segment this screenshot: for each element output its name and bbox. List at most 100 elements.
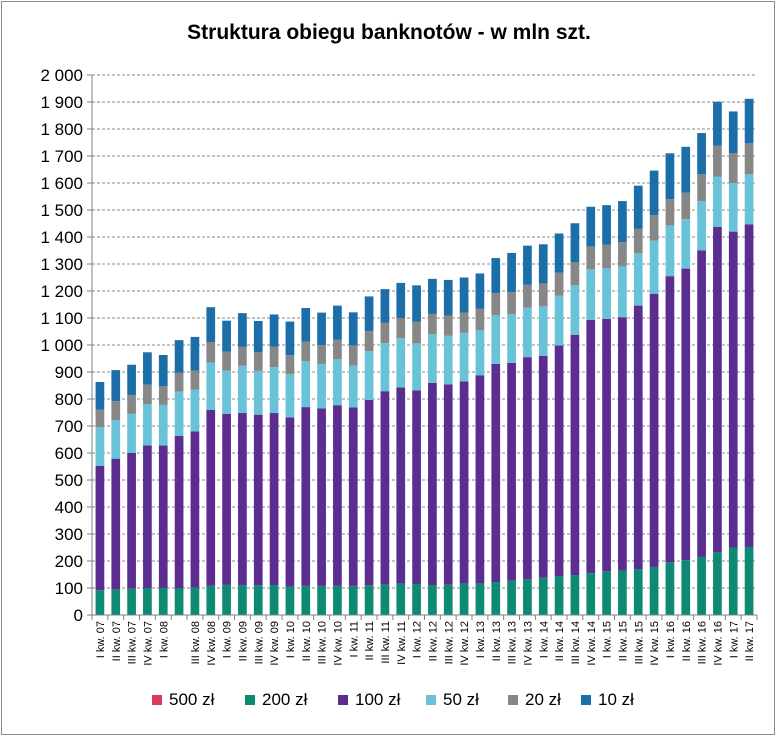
bar-segment [744,174,754,225]
bar-segment [95,409,105,428]
x-tick-label: I kw. 12 [412,621,424,658]
bar-segment [317,585,326,615]
bar-segment [380,322,390,344]
legend-swatch [508,695,518,705]
bar-segment [507,362,516,581]
bar-segment [143,352,152,385]
bar-segment [538,577,548,615]
bar-segment [190,370,200,390]
x-tick-label: III kw. 07 [127,621,139,664]
bar-segment [143,384,152,405]
bar-segment [412,285,421,322]
bar-segment [459,332,469,382]
bar-segment [443,384,453,585]
chart-title: Struktura obiegu banknotów - w mln szt. [187,21,591,44]
bar-segment [269,367,279,414]
bar-segment [206,342,216,363]
bar-segment [633,228,643,254]
x-tick-label: IV kw. 09 [269,621,281,666]
legend-swatch [152,695,162,705]
gridlines [92,74,757,589]
bar-segment [428,278,437,314]
bar-segment [443,315,453,336]
bar-segment [253,352,263,371]
bar-segment [364,351,374,400]
bar-segment [269,314,279,347]
bar-segment [491,293,501,316]
bar-segment [665,153,675,200]
bar-segment [127,588,136,615]
bar-segment [554,345,564,577]
y-tick-label: 1 700 [40,147,83,166]
bar-segment [507,314,516,363]
bar-segment [333,585,342,615]
x-tick-label: I kw. 07 [95,621,107,658]
y-axis: 0 100 200 300 400 500 600 700 800 900 1 000 1 100 1 … [40,66,93,625]
bar-segment [570,334,580,576]
bar-segment [681,219,691,269]
bar-segment [333,339,342,360]
x-tick-label: III kw. 16 [697,621,709,664]
bar-segment [95,465,105,591]
bar-segment [633,305,643,570]
y-tick-label: 900 [55,363,83,382]
bar-segment [459,277,469,313]
y-tick-label: 1 000 [40,336,83,355]
bar-segment [507,292,516,315]
legend-label: 100 zł [355,690,401,709]
legend-swatch [245,695,255,705]
y-tick-label: 800 [55,390,83,409]
bar-segment [348,407,358,586]
x-tick-label: II kw. 16 [681,621,693,661]
bar-segment [523,579,532,615]
bar-segment [602,318,611,572]
bar-segment [697,556,706,615]
bar-segment [174,588,184,615]
bar-segment [333,305,342,340]
bar-segment [253,414,263,586]
bar-segment [206,409,216,586]
legend-swatch [338,695,348,705]
bar-segment [428,382,437,586]
bar-segment [301,361,311,408]
x-tick-label: III kw. 12 [443,621,455,664]
bar-segment [238,346,247,366]
x-tick-label: I kw. 08 [158,621,170,658]
x-tick-label: III kw. 09 [253,621,265,664]
bar-segment [491,258,501,294]
x-tick-label: II kw. 09 [237,621,249,661]
bar-segment [206,362,216,410]
bar-segment [618,201,627,243]
bar-segment [665,562,675,615]
bar-segment [713,176,722,228]
bar-segment [649,566,659,615]
bar-segment [158,354,168,387]
bar-segment [111,370,121,402]
bar-segment [111,420,121,459]
x-tick-label: II kw. 07 [111,621,123,661]
bar-segment [523,307,532,358]
bar-segment [238,365,247,414]
bar-segment [602,205,611,245]
y-tick-label: 1 100 [40,309,83,328]
bar-segment [728,153,738,183]
bar-segment [475,583,485,615]
bar-segment [174,340,184,373]
y-tick-label: 1 800 [40,120,83,139]
x-tick-label: II kw. 17 [744,621,756,661]
bar-segment [412,390,421,584]
bar-segment [222,370,231,414]
bar-segment [728,111,738,154]
bar-segment [443,584,453,615]
bar-segment [206,307,216,343]
bar-segment [728,547,738,615]
bar-segment [649,170,659,216]
bar-segment [253,370,263,415]
bar-segment [253,320,263,353]
bar-segment [713,552,722,615]
bar-segment [111,458,121,590]
x-tick-label: IV kw. 15 [649,621,661,666]
bar-segment [253,585,263,615]
bar-segment [538,283,548,307]
